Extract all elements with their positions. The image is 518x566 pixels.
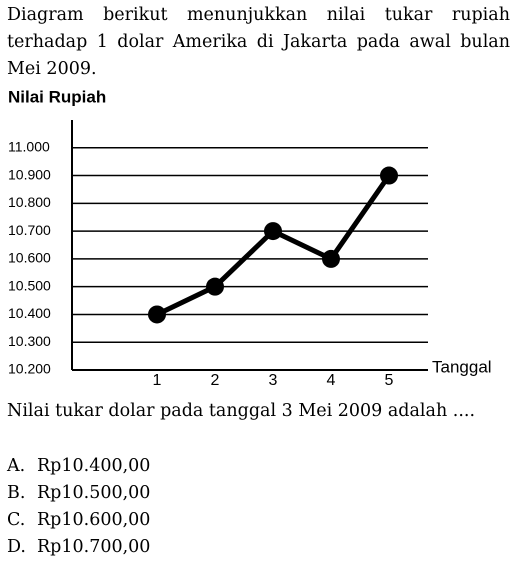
point xyxy=(322,249,340,268)
y-tick-label: 11.000 xyxy=(8,138,50,154)
y-tick-label: 10.200 xyxy=(8,361,51,377)
y-tick-label: 10.500 xyxy=(8,277,51,293)
point xyxy=(264,222,282,241)
y-tick-label: 10.400 xyxy=(8,305,51,321)
y-tick-label: 10.900 xyxy=(8,166,51,182)
intro-text: Diagram berikut menunjukkan nilai tukar … xyxy=(7,5,510,79)
point xyxy=(148,305,166,324)
option: D. Rp10.700,00 xyxy=(7,537,150,557)
y-tick-label: 10.800 xyxy=(8,194,51,210)
option-text: Rp10.700,00 xyxy=(37,537,151,557)
y-axis-label: Nilai Rupiah xyxy=(8,87,106,106)
option: B. Rp10.500,00 xyxy=(7,483,150,503)
option-label: C. xyxy=(7,510,26,530)
option-label: D. xyxy=(7,537,26,557)
x-tick-label: 3 xyxy=(269,372,278,389)
point xyxy=(380,166,398,185)
x-tick-label: 2 xyxy=(211,372,220,389)
x-axis-label: Tanggal xyxy=(432,357,492,376)
option-label: A. xyxy=(7,456,26,476)
x-tick-label: 1 xyxy=(153,372,162,389)
option: A. Rp10.400,00 xyxy=(7,456,150,476)
option: C. Rp10.600,00 xyxy=(7,510,150,530)
option-text: Rp10.600,00 xyxy=(37,510,151,530)
y-tick-label: 10.700 xyxy=(8,222,51,238)
x-tick-label: 5 xyxy=(385,372,394,389)
question-text: Nilai tukar dolar pada tanggal 3 Mei 200… xyxy=(7,401,476,421)
option-text: Rp10.500,00 xyxy=(37,483,151,503)
chart: Nilai Rupiah Tanggal 10.200 10.300 10.400 1… xyxy=(8,87,492,389)
option-text: Rp10.400,00 xyxy=(37,456,151,476)
x-tick-label: 4 xyxy=(327,372,336,389)
option-label: B. xyxy=(7,483,26,503)
point xyxy=(206,277,224,296)
y-tick-label: 10.300 xyxy=(8,333,51,349)
y-tick-label: 10.600 xyxy=(8,250,51,266)
line xyxy=(155,174,392,317)
